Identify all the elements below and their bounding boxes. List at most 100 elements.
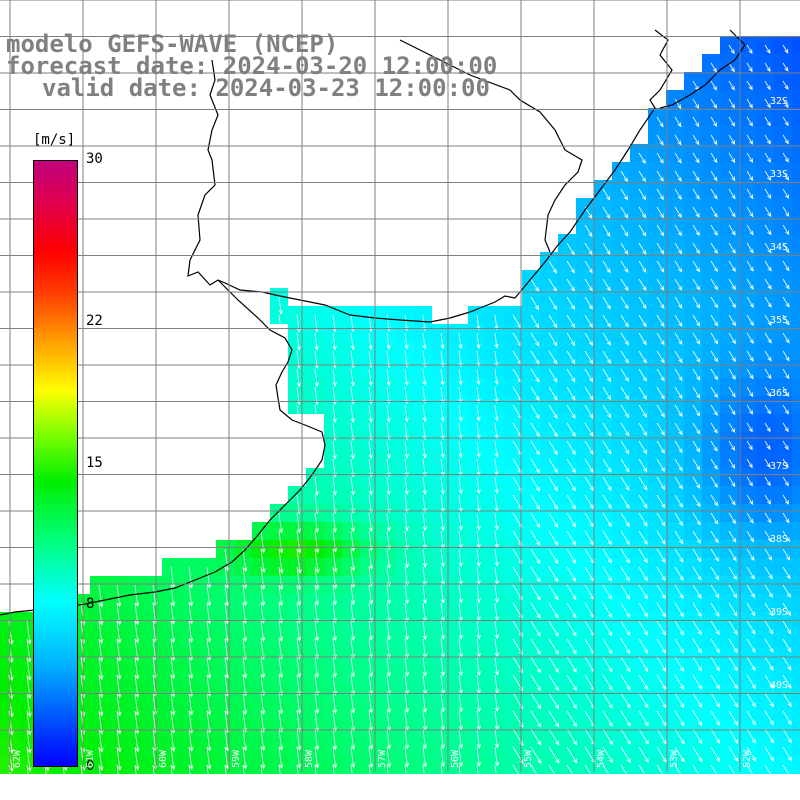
wind-arrow bbox=[278, 728, 284, 751]
wind-arrow bbox=[350, 332, 355, 351]
wind-cell bbox=[792, 468, 800, 486]
wind-arrow bbox=[638, 314, 647, 328]
wind-arrow bbox=[314, 404, 319, 424]
wind-cell bbox=[792, 540, 800, 558]
wind-arrow bbox=[746, 206, 754, 218]
wind-arrow bbox=[278, 620, 284, 642]
wind-arrow bbox=[710, 188, 718, 200]
wind-arrow bbox=[674, 746, 685, 763]
wind-arrow bbox=[638, 638, 649, 654]
wind-arrow bbox=[98, 728, 104, 753]
wind-arrow bbox=[530, 638, 541, 656]
wind-arrow bbox=[116, 746, 122, 771]
wind-arrow bbox=[296, 692, 302, 715]
wind-cell bbox=[792, 198, 800, 216]
wind-arrow bbox=[764, 566, 773, 580]
wind-arrow bbox=[386, 656, 392, 678]
wind-arrow bbox=[746, 116, 753, 127]
wind-arrow bbox=[764, 584, 773, 598]
wind-arrow bbox=[440, 764, 446, 786]
wind-arrow bbox=[692, 260, 700, 273]
wind-arrow bbox=[566, 620, 577, 637]
longitude-label: 53W bbox=[669, 749, 680, 768]
wind-arrow bbox=[548, 278, 557, 292]
wind-arrow bbox=[710, 350, 719, 363]
wind-arrow bbox=[494, 548, 499, 567]
wind-arrow bbox=[440, 620, 445, 641]
wind-arrow bbox=[728, 710, 739, 726]
wind-arrow bbox=[692, 494, 701, 508]
wind-arrow bbox=[620, 314, 629, 328]
wind-arrow bbox=[764, 746, 774, 762]
wind-arrow bbox=[566, 314, 575, 328]
wind-arrow bbox=[674, 476, 683, 490]
wind-arrow bbox=[620, 656, 631, 673]
wind-arrow bbox=[566, 728, 578, 746]
wind-arrow bbox=[728, 404, 736, 416]
wind-arrow bbox=[476, 620, 481, 640]
wind-arrow bbox=[278, 692, 284, 715]
wind-arrow bbox=[782, 746, 792, 762]
wind-arrow bbox=[764, 368, 772, 380]
wind-arrow bbox=[458, 656, 463, 677]
wind-arrow bbox=[116, 620, 122, 644]
wind-arrow bbox=[620, 602, 631, 618]
wind-arrow bbox=[548, 386, 558, 401]
wind-arrow bbox=[674, 674, 685, 690]
wind-arrow bbox=[458, 350, 463, 368]
wind-arrow bbox=[692, 512, 701, 526]
wind-cell bbox=[792, 36, 800, 54]
wind-arrow bbox=[620, 620, 631, 637]
wind-arrow bbox=[782, 188, 790, 199]
wind-arrow bbox=[530, 584, 541, 601]
wind-arrow bbox=[548, 674, 559, 692]
wind-arrow bbox=[170, 764, 176, 789]
wind-arrow bbox=[530, 566, 541, 583]
wind-arrow bbox=[530, 728, 542, 746]
wind-arrow bbox=[728, 638, 738, 654]
wind-arrow bbox=[692, 728, 703, 745]
wind-arrow bbox=[674, 188, 682, 200]
colorbar-tick-label: 8 bbox=[86, 596, 95, 613]
wind-cell bbox=[792, 90, 800, 108]
wind-arrow bbox=[584, 440, 594, 455]
wind-arrow bbox=[98, 656, 104, 681]
wind-arrow bbox=[710, 458, 718, 470]
wind-arrow bbox=[674, 710, 685, 727]
wind-arrow bbox=[710, 548, 719, 562]
wind-arrow bbox=[296, 530, 302, 554]
wind-arrow bbox=[764, 350, 772, 362]
wind-arrow bbox=[440, 386, 445, 404]
wind-arrow bbox=[548, 314, 558, 329]
wind-arrow bbox=[656, 170, 664, 182]
wind-arrow bbox=[548, 368, 558, 383]
wind-arrow bbox=[26, 656, 32, 681]
wind-arrow bbox=[692, 368, 701, 381]
wind-arrow bbox=[314, 332, 319, 351]
wind-arrow bbox=[710, 80, 717, 91]
wind-arrow bbox=[566, 386, 576, 401]
wind-arrow bbox=[422, 422, 427, 441]
wind-arrow bbox=[728, 368, 736, 380]
wind-arrow bbox=[422, 332, 427, 350]
wind-arrow bbox=[638, 584, 648, 600]
wind-arrow bbox=[332, 530, 338, 553]
wind-arrow bbox=[566, 422, 576, 437]
wind-arrow bbox=[746, 548, 755, 561]
wind-arrow bbox=[242, 566, 248, 590]
wind-arrow bbox=[692, 620, 702, 636]
wind-arrow bbox=[548, 404, 558, 419]
wind-arrow bbox=[512, 512, 523, 529]
wind-arrow bbox=[278, 296, 283, 315]
wind-arrow bbox=[656, 746, 667, 763]
wind-arrow bbox=[566, 548, 577, 564]
wind-arrow bbox=[764, 188, 772, 200]
wind-arrow bbox=[728, 314, 736, 327]
wind-arrow bbox=[350, 476, 355, 496]
wind-arrow bbox=[314, 548, 320, 574]
wind-arrow bbox=[476, 350, 481, 368]
wind-arrow bbox=[566, 692, 577, 710]
wind-arrow bbox=[638, 440, 648, 455]
wind-arrow bbox=[620, 674, 631, 691]
wind-arrow bbox=[80, 764, 86, 790]
